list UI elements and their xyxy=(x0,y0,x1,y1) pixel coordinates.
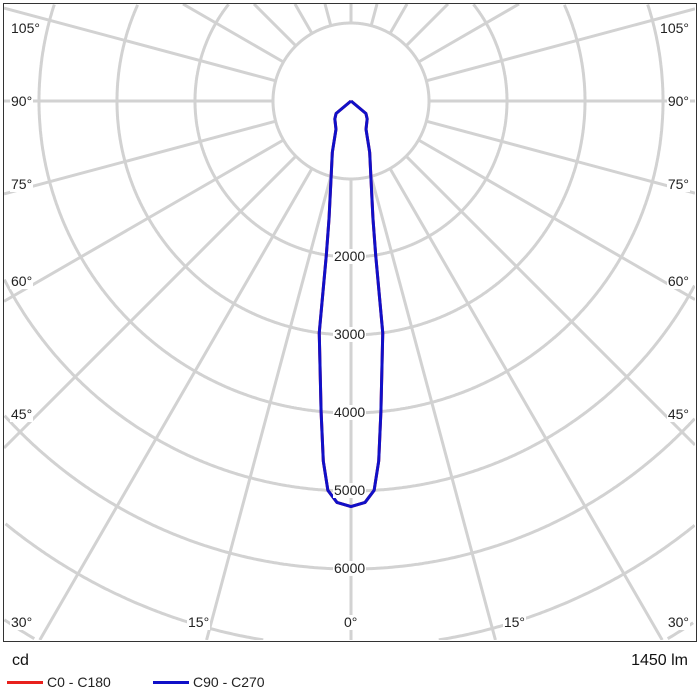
angle-label-left: 60° xyxy=(10,273,34,289)
grid-spoke xyxy=(388,167,664,640)
radial-tick-label: 5000 xyxy=(333,482,367,498)
grid-ring xyxy=(271,21,431,181)
grid-spoke xyxy=(405,4,450,47)
grid-spoke xyxy=(293,4,314,35)
grid-spoke xyxy=(417,4,520,64)
radial-tick-label: 4000 xyxy=(333,404,367,420)
angle-label-zero: 0° xyxy=(343,614,359,630)
radial-tick-label: 3000 xyxy=(333,326,367,342)
series-line-c90-c270 xyxy=(317,99,385,509)
radial-tick-label: 2000 xyxy=(333,248,367,264)
angle-label-right: 30° xyxy=(666,614,690,630)
radial-tick-label: 6000 xyxy=(333,560,367,576)
grid-ring xyxy=(4,414,695,571)
grid-ring xyxy=(37,4,665,415)
grid-spoke xyxy=(417,138,695,301)
angle-label-right: 105° xyxy=(659,20,690,36)
grid-spoke xyxy=(388,4,409,35)
grid-spoke xyxy=(252,4,297,47)
grid-spoke xyxy=(369,4,379,27)
angle-label-right: 90° xyxy=(666,93,690,109)
grid-spoke xyxy=(369,175,497,640)
polar-chart-area: 2000 3000 4000 5000 6000 105° 90° 75° 60° 45° 30° 1… xyxy=(3,3,697,642)
grid-spoke xyxy=(182,4,285,64)
legend-swatch-c0 xyxy=(7,681,43,684)
grid-spoke xyxy=(425,119,695,195)
angle-label-right: 75° xyxy=(666,176,690,192)
grid-ring xyxy=(115,4,587,337)
grid-spoke xyxy=(4,155,297,450)
grid-spoke xyxy=(4,138,285,303)
legend-label-c0: C0 - C180 xyxy=(47,674,111,690)
grid-spoke xyxy=(38,167,314,640)
angle-label-left: 15° xyxy=(187,614,211,630)
grid-spoke xyxy=(405,155,695,447)
grid-ring xyxy=(193,4,509,259)
angle-label-left: 75° xyxy=(10,176,34,192)
angle-label-left: 105° xyxy=(10,20,41,36)
angle-label-left: 45° xyxy=(10,406,34,422)
grid-ring xyxy=(4,522,695,640)
angle-label-left: 30° xyxy=(10,614,34,630)
angle-label-right: 60° xyxy=(666,273,690,289)
legend-swatch-c90 xyxy=(153,681,189,684)
grid-ring xyxy=(4,278,695,493)
angle-label-left: 90° xyxy=(10,93,34,109)
grid-spoke xyxy=(323,4,333,27)
flux-label: 1450 lm xyxy=(631,652,688,669)
angle-label-right: 15° xyxy=(502,614,526,630)
grid-spoke xyxy=(425,7,695,83)
grid-spoke xyxy=(205,175,333,640)
legend-label-c90: C90 - C270 xyxy=(193,674,265,690)
polar-plot xyxy=(4,4,695,640)
angle-label-right: 45° xyxy=(666,406,690,422)
unit-label: cd xyxy=(12,652,29,669)
